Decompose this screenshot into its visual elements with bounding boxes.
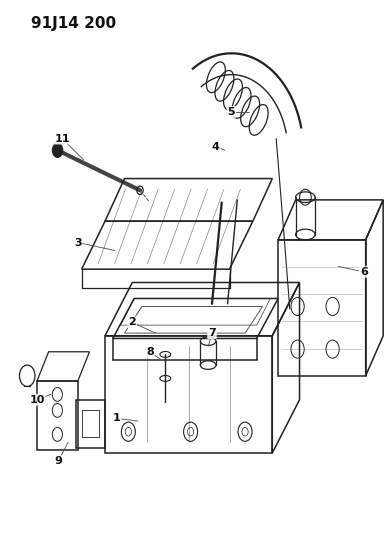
Text: 91J14 200: 91J14 200 — [31, 16, 116, 31]
Text: 11: 11 — [54, 134, 70, 143]
Text: 6: 6 — [360, 267, 368, 277]
Text: 8: 8 — [146, 347, 154, 357]
Text: 3: 3 — [74, 238, 82, 247]
Text: 7: 7 — [208, 328, 216, 338]
Text: 1: 1 — [113, 414, 121, 423]
Text: 10: 10 — [29, 395, 45, 405]
Text: 5: 5 — [228, 107, 235, 117]
Text: 4: 4 — [212, 142, 220, 151]
Text: 2: 2 — [128, 318, 136, 327]
Text: 9: 9 — [54, 456, 62, 466]
Circle shape — [53, 143, 63, 157]
